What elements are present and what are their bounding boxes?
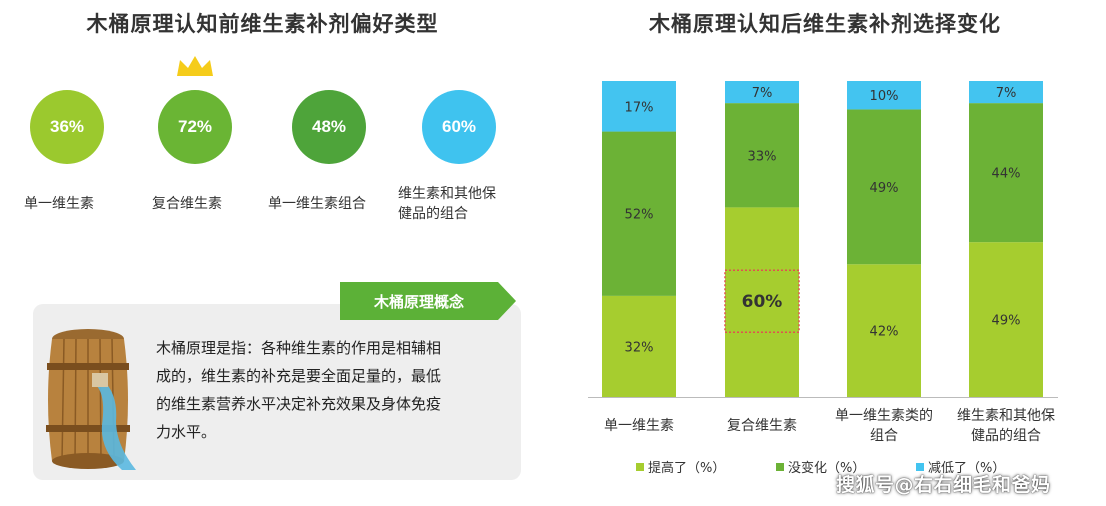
data-label: 49% xyxy=(992,314,1021,329)
legend-swatch xyxy=(916,463,924,471)
bar-segment xyxy=(602,131,676,296)
data-label: 7% xyxy=(996,86,1017,101)
data-label: 32% xyxy=(625,340,654,355)
data-label: 10% xyxy=(870,89,899,104)
concept-tag-shape xyxy=(340,282,516,320)
category-label: 组合 xyxy=(870,428,898,444)
data-label: 7% xyxy=(752,86,773,101)
concept-text-line: 成的，维生素的补充是要全面足量的，最低 xyxy=(156,367,442,385)
circle-value: 48% xyxy=(311,117,347,136)
chart-title: 木桶原理认知后维生素补剂选择变化 xyxy=(649,12,1001,36)
data-label: 60% xyxy=(742,292,783,312)
circle-value: 36% xyxy=(49,117,85,136)
circle-vitamin-health-combo: 60% xyxy=(422,90,496,164)
bar-segment xyxy=(725,103,799,208)
bar-segment xyxy=(602,81,676,132)
bar-segment xyxy=(847,81,921,110)
crown-icon xyxy=(177,56,213,76)
bar-segment xyxy=(847,109,921,265)
circle-label-line: 维生素和其他保 xyxy=(398,186,496,202)
category-label: 单一维生素 xyxy=(604,418,674,434)
category-label: 单一维生素类的 xyxy=(835,408,933,424)
legend-swatch xyxy=(636,463,644,471)
data-label: 42% xyxy=(870,325,899,340)
data-label: 44% xyxy=(992,167,1021,182)
concept-text: 木桶原理是指：各种维生素的作用是相辅相 成的，维生素的补充是要全面足量的，最低 … xyxy=(156,334,512,446)
concept-text-line: 木桶原理是指：各种维生素的作用是相辅相 xyxy=(156,339,442,357)
bar-segment xyxy=(969,81,1043,104)
circle-label-line: 健品的组合 xyxy=(398,206,468,222)
legend-swatch xyxy=(776,463,784,471)
bar-segment xyxy=(969,242,1043,397)
bar-segment xyxy=(725,81,799,104)
data-label: 33% xyxy=(748,149,777,164)
circle-label: 维生素和其他保 健品的组合 xyxy=(398,184,496,224)
concept-text-line: 力水平。 xyxy=(156,423,217,441)
bar-segment xyxy=(969,103,1043,243)
circle-label: 单一维生素组合 xyxy=(268,196,366,212)
watermark: 搜狐号@右右细毛和爸妈 xyxy=(836,474,1051,496)
circle-label: 单一维生素 xyxy=(24,196,94,212)
barrel-icon xyxy=(46,329,136,470)
circle-complex-vitamin: 72% xyxy=(158,90,232,164)
circle-single-vitamin-combo: 48% xyxy=(292,90,366,164)
legend-label: 没变化（%） xyxy=(788,460,865,476)
circle-value: 72% xyxy=(177,117,213,136)
legend-label: 减低了（%） xyxy=(928,461,1005,476)
legend-label: 提高了（%） xyxy=(648,460,725,476)
data-label: 17% xyxy=(625,100,654,115)
category-label: 复合维生素 xyxy=(727,417,797,434)
category-label: 健品的组合 xyxy=(971,428,1041,444)
circle-label: 复合维生素 xyxy=(152,196,222,212)
left-panel-title: 木桶原理认知前维生素补剂偏好类型 xyxy=(86,12,439,36)
circle-value: 60% xyxy=(441,117,477,136)
concept-tag: 木桶原理概念 xyxy=(373,292,464,311)
bar-segment xyxy=(725,207,799,397)
data-label: 52% xyxy=(625,208,654,223)
data-label: 49% xyxy=(870,181,899,196)
circle-single-vitamin: 36% xyxy=(30,90,104,164)
bar-segment xyxy=(602,295,676,397)
concept-text-line: 的维生素营养水平决定补充效果及身体免疫 xyxy=(156,395,442,413)
category-label: 维生素和其他保 xyxy=(957,408,1055,424)
bar-segment xyxy=(847,264,921,397)
highlight-box xyxy=(724,269,800,333)
